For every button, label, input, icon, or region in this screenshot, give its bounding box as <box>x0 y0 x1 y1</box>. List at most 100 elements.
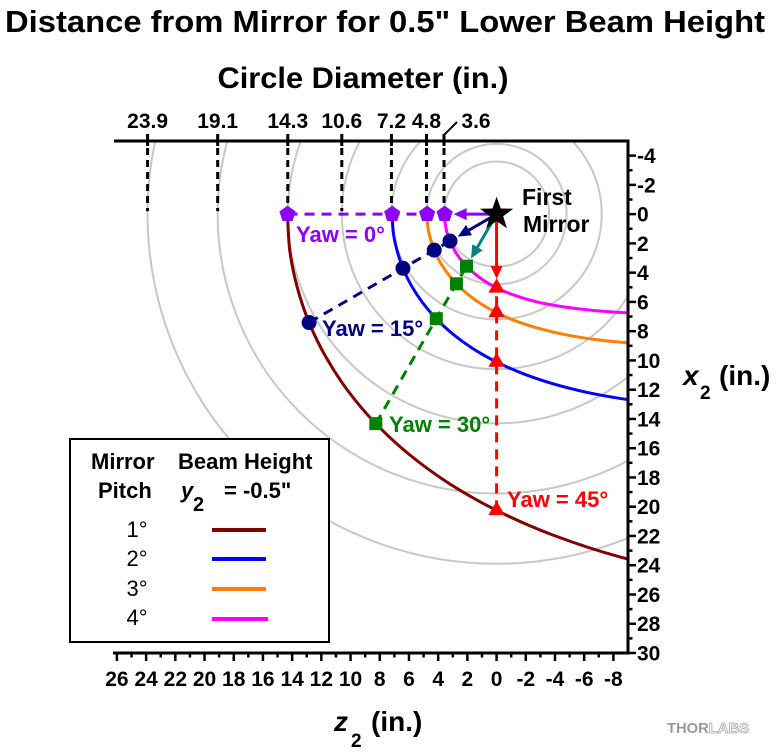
yaw-lines <box>287 212 499 511</box>
x-axis-title-sub: 2 <box>351 731 362 752</box>
y-axis-title-sub: 2 <box>700 383 711 404</box>
y-axis-tick-label: -2 <box>637 174 656 197</box>
pitch-curve-line <box>390 214 628 402</box>
yaw-marker-square <box>449 277 463 291</box>
yaw-marker-square <box>429 312 443 326</box>
x-axis-tick-label: 0 <box>491 668 503 691</box>
y-axis-tick-label: 18 <box>637 467 661 490</box>
yaw-marker-circle <box>442 233 458 249</box>
yaw-marker-pentagon <box>419 205 436 221</box>
yaw-marker-pentagon <box>279 205 296 221</box>
first-mirror-star-icon <box>479 196 514 229</box>
top-axis-leader-line <box>443 121 458 136</box>
x-axis-title-unit: (in.) <box>371 706 422 737</box>
yaw-marker-circle <box>426 242 442 258</box>
legend-header-y-sub: 2 <box>193 494 204 516</box>
y-axis-title-unit: (in.) <box>719 360 770 391</box>
y-axis-tick-label: 22 <box>637 525 660 548</box>
x-axis-tick-label: 22 <box>164 668 187 691</box>
yaw-arrowhead-icon <box>490 265 503 279</box>
x-axis-tick-label: 6 <box>403 668 415 691</box>
legend: Mirror Pitch Beam Height y 2 = -0.5" 1° … <box>69 438 330 643</box>
legend-entry-label: 1° <box>126 517 147 542</box>
yaw-dashed-line <box>308 239 451 324</box>
x-axis-tick-label: 2 <box>462 668 474 691</box>
yaw-marker-pentagon <box>384 205 401 221</box>
yaw-marker-triangle <box>488 303 505 318</box>
y-axis-tick-label: 30 <box>637 643 660 666</box>
chart-title: Distance from Mirror for 0.5" Lower Beam… <box>5 4 765 39</box>
top-axis-tick-label: 3.6 <box>461 110 490 133</box>
y-axis-tick-label: 16 <box>637 438 660 461</box>
yaw-marker-square <box>459 259 473 273</box>
x-axis-tick-label: 20 <box>193 668 216 691</box>
x-axis-tick-label: 18 <box>222 668 246 691</box>
y-axis-tick-label: 8 <box>637 321 649 344</box>
x-axis-tick-label: -4 <box>546 668 565 691</box>
legend-header-beam-height: Beam Height <box>178 449 313 474</box>
axes: 26 24 22 20 18 16 14 12 10 8 6 4 2 0 -2 -4 -6 -8-4-202468… <box>105 139 661 691</box>
top-axis-tick-label: 23.9 <box>127 110 168 133</box>
yaw-30-label: Yaw = 30° <box>389 412 490 437</box>
y-axis-tick-label: 10 <box>637 350 660 373</box>
yaw-dashed-line <box>374 265 468 425</box>
x-axis-tick-label: 24 <box>134 668 158 691</box>
yaw-marker-circle <box>395 260 411 276</box>
x-axis-tick-label: 12 <box>310 668 333 691</box>
top-axis-tick-label: 4.8 <box>412 110 442 133</box>
yaw-0-label: Yaw = 0° <box>296 222 385 247</box>
diameter-circle <box>216 141 628 495</box>
legend-header-mirror: Mirror <box>91 449 155 474</box>
top-axis: 23.9 19.1 14.3 10.6 7.2 4.8 3.6 <box>127 110 491 212</box>
y-axis-tick-label: 26 <box>637 584 660 607</box>
x-axis-tick-label: 10 <box>339 668 362 691</box>
diameter-circle <box>146 141 628 565</box>
yaw-marker-pentagon <box>436 205 453 221</box>
yaw-45-label: Yaw = 45° <box>507 487 608 512</box>
y-axis-tick-label: 14 <box>637 408 661 431</box>
y-axis-tick-label: 2 <box>637 233 649 256</box>
y-axis-tick-label: 4 <box>637 262 649 285</box>
yaw-15-label: Yaw = 15° <box>322 316 423 341</box>
yaw-arrowhead-icon <box>471 244 483 259</box>
x-axis-tick-label: 8 <box>374 668 386 691</box>
mirror-label-line1: First <box>522 184 572 210</box>
x-axis-tick-label: 14 <box>280 668 304 691</box>
yaw-marker-square <box>369 417 383 431</box>
yaw-marker-circle <box>301 315 317 331</box>
top-axis-tick-label: 19.1 <box>197 110 238 133</box>
legend-header-pitch: Pitch <box>98 478 152 503</box>
mirror-label-line2: Mirror <box>523 211 590 237</box>
watermark-part1: THOR <box>667 721 709 737</box>
x-axis-tick-label: -2 <box>516 668 535 691</box>
yaw-arrowhead-icon <box>453 208 467 221</box>
y-axis-tick-label: 28 <box>637 613 661 636</box>
thorlabs-watermark-logo: THORLABS <box>667 721 749 737</box>
top-axis-tick-label: 7.2 <box>377 110 406 133</box>
legend-header-y-value: = -0.5" <box>224 478 291 503</box>
y-axis-title-var: x <box>681 360 700 391</box>
x-axis-tick-label: 4 <box>432 668 444 691</box>
legend-box <box>69 438 330 643</box>
y-axis-tick-label: 20 <box>637 496 660 519</box>
y-axis-tick-label: 12 <box>637 379 660 402</box>
top-axis-tick-label: 14.3 <box>267 110 308 133</box>
yaw-marker-triangle <box>488 352 505 367</box>
top-axis-tick-label: 10.6 <box>321 110 362 133</box>
legend-entry-label: 3° <box>126 576 147 601</box>
x-axis-tick-label: -6 <box>575 668 594 691</box>
top-axis-title: Circle Diameter (in.) <box>218 62 509 95</box>
yaw-marker-triangle <box>488 500 505 516</box>
x-axis-title-var: z <box>333 706 348 737</box>
y-axis-tick-label: 6 <box>637 291 649 314</box>
y-axis-tick-label: -4 <box>637 145 656 168</box>
legend-header-y-var: y <box>180 478 195 503</box>
y-axis-tick-label: 0 <box>637 204 649 227</box>
yaw-marker-triangle <box>488 278 505 293</box>
y-axis-tick-label: 24 <box>637 555 661 578</box>
yaw-markers <box>279 205 505 516</box>
watermark-part2: LABS <box>709 721 750 737</box>
x-axis-tick-label: 26 <box>105 668 128 691</box>
x-axis-tick-label: 16 <box>251 668 274 691</box>
